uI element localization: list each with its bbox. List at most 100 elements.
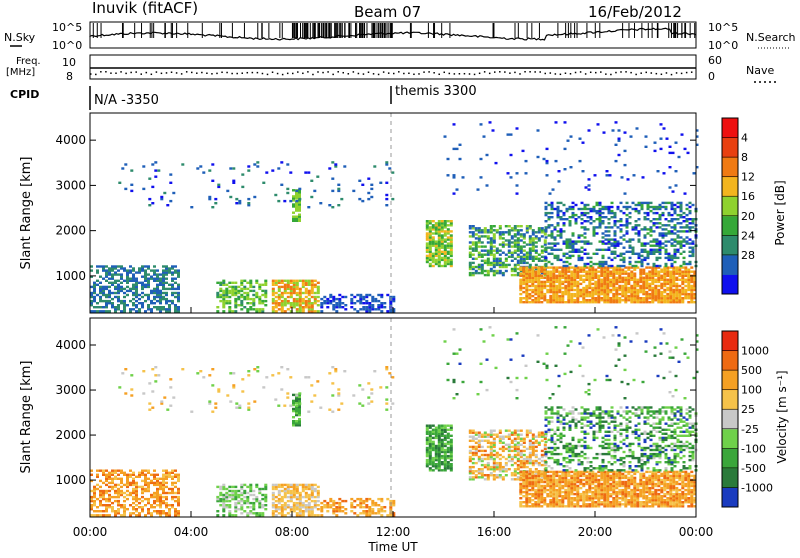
power-cell bbox=[246, 291, 250, 295]
power-cell bbox=[177, 273, 180, 276]
power-cell bbox=[559, 258, 563, 262]
power-cell bbox=[585, 272, 589, 275]
power-cell bbox=[603, 276, 607, 279]
power-cell bbox=[654, 292, 658, 296]
power-cell bbox=[598, 220, 602, 223]
velocity-cell bbox=[356, 504, 360, 507]
velocity-cell bbox=[292, 420, 295, 423]
velocity-cell bbox=[519, 490, 523, 494]
velocity-cell bbox=[126, 477, 129, 480]
power-cell bbox=[165, 287, 168, 291]
power-cell bbox=[168, 267, 171, 270]
power-cell bbox=[668, 166, 672, 169]
power-cell bbox=[676, 256, 680, 260]
power-cell bbox=[168, 287, 171, 291]
power-cell bbox=[135, 289, 138, 293]
power-cell bbox=[663, 288, 667, 292]
power-cell bbox=[528, 225, 532, 228]
power-cell bbox=[458, 143, 462, 146]
power-cell bbox=[601, 240, 605, 243]
power-cell bbox=[280, 304, 284, 307]
power-cell bbox=[477, 237, 481, 240]
power-cell bbox=[99, 289, 102, 293]
velocity-cell bbox=[516, 453, 520, 457]
power-cell bbox=[562, 242, 566, 245]
velocity-cell bbox=[255, 497, 259, 501]
power-cell bbox=[632, 174, 636, 177]
power-cell bbox=[579, 276, 583, 279]
velocity-cell bbox=[549, 476, 553, 480]
velocity-cell bbox=[389, 514, 393, 517]
velocity-cell bbox=[507, 429, 511, 432]
velocity-cell bbox=[443, 465, 447, 468]
power-cell bbox=[362, 295, 366, 299]
power-cell bbox=[651, 297, 655, 300]
power-cell bbox=[105, 287, 108, 291]
power-cell bbox=[117, 308, 120, 311]
velocity-cell bbox=[573, 478, 577, 482]
power-cell bbox=[156, 269, 159, 272]
velocity-cell bbox=[510, 478, 514, 481]
power-cell bbox=[114, 306, 117, 309]
power-cell bbox=[688, 238, 692, 241]
velocity-cell bbox=[567, 470, 571, 474]
velocity-cell bbox=[576, 474, 580, 478]
velocity-cell bbox=[271, 512, 275, 515]
power-cell bbox=[482, 135, 486, 138]
power-cell bbox=[141, 283, 144, 286]
power-cell bbox=[108, 291, 111, 295]
velocity-cell bbox=[292, 416, 295, 419]
velocity-cell bbox=[159, 483, 162, 487]
power-cell bbox=[576, 268, 580, 271]
power-cell bbox=[631, 207, 635, 211]
power-cell bbox=[600, 290, 604, 294]
power-cell bbox=[552, 280, 556, 284]
velocity-cell bbox=[234, 501, 238, 505]
power-cell bbox=[610, 242, 614, 245]
power-cell bbox=[217, 183, 221, 186]
power-cell bbox=[672, 299, 676, 302]
velocity-cell bbox=[570, 474, 574, 478]
power-cell bbox=[477, 265, 481, 269]
power-cell bbox=[211, 179, 215, 182]
power-cell bbox=[657, 284, 661, 288]
power-cell bbox=[337, 204, 341, 207]
velocity-cell bbox=[431, 436, 435, 440]
velocity-cell bbox=[576, 488, 580, 492]
power-cell bbox=[624, 299, 628, 302]
power-cell bbox=[553, 244, 557, 247]
velocity-cell bbox=[93, 491, 96, 495]
velocity-cell bbox=[316, 514, 320, 517]
power-cbar-tick-1: 8 bbox=[741, 151, 748, 164]
power-cell bbox=[570, 280, 574, 284]
power-cell bbox=[637, 232, 641, 235]
velocity-cell bbox=[582, 497, 586, 500]
power-cell bbox=[601, 211, 605, 215]
power-cell bbox=[240, 302, 244, 305]
power-cell bbox=[549, 301, 553, 304]
power-cell bbox=[452, 147, 456, 151]
power-cell bbox=[313, 283, 317, 286]
power-cell bbox=[434, 244, 438, 247]
power-cell bbox=[531, 288, 535, 292]
power-cell bbox=[552, 301, 556, 304]
power-cell bbox=[531, 299, 535, 302]
power-cell bbox=[522, 257, 526, 260]
power-cell bbox=[483, 229, 487, 232]
power-cell bbox=[531, 294, 535, 298]
velocity-cell bbox=[516, 445, 520, 449]
power-cell bbox=[665, 137, 669, 140]
velocity-cell bbox=[531, 449, 535, 453]
power-cell bbox=[443, 230, 447, 233]
power-cell bbox=[634, 232, 638, 235]
velocity-cell bbox=[219, 485, 223, 489]
power-cell bbox=[630, 288, 634, 292]
velocity-cell bbox=[144, 489, 147, 493]
power-cell bbox=[621, 299, 625, 302]
velocity-cell bbox=[528, 445, 532, 449]
power-cell bbox=[431, 252, 435, 255]
power-cell bbox=[657, 294, 661, 298]
power-cell bbox=[495, 261, 499, 265]
power-cell bbox=[120, 277, 123, 280]
power-cell bbox=[556, 222, 560, 225]
